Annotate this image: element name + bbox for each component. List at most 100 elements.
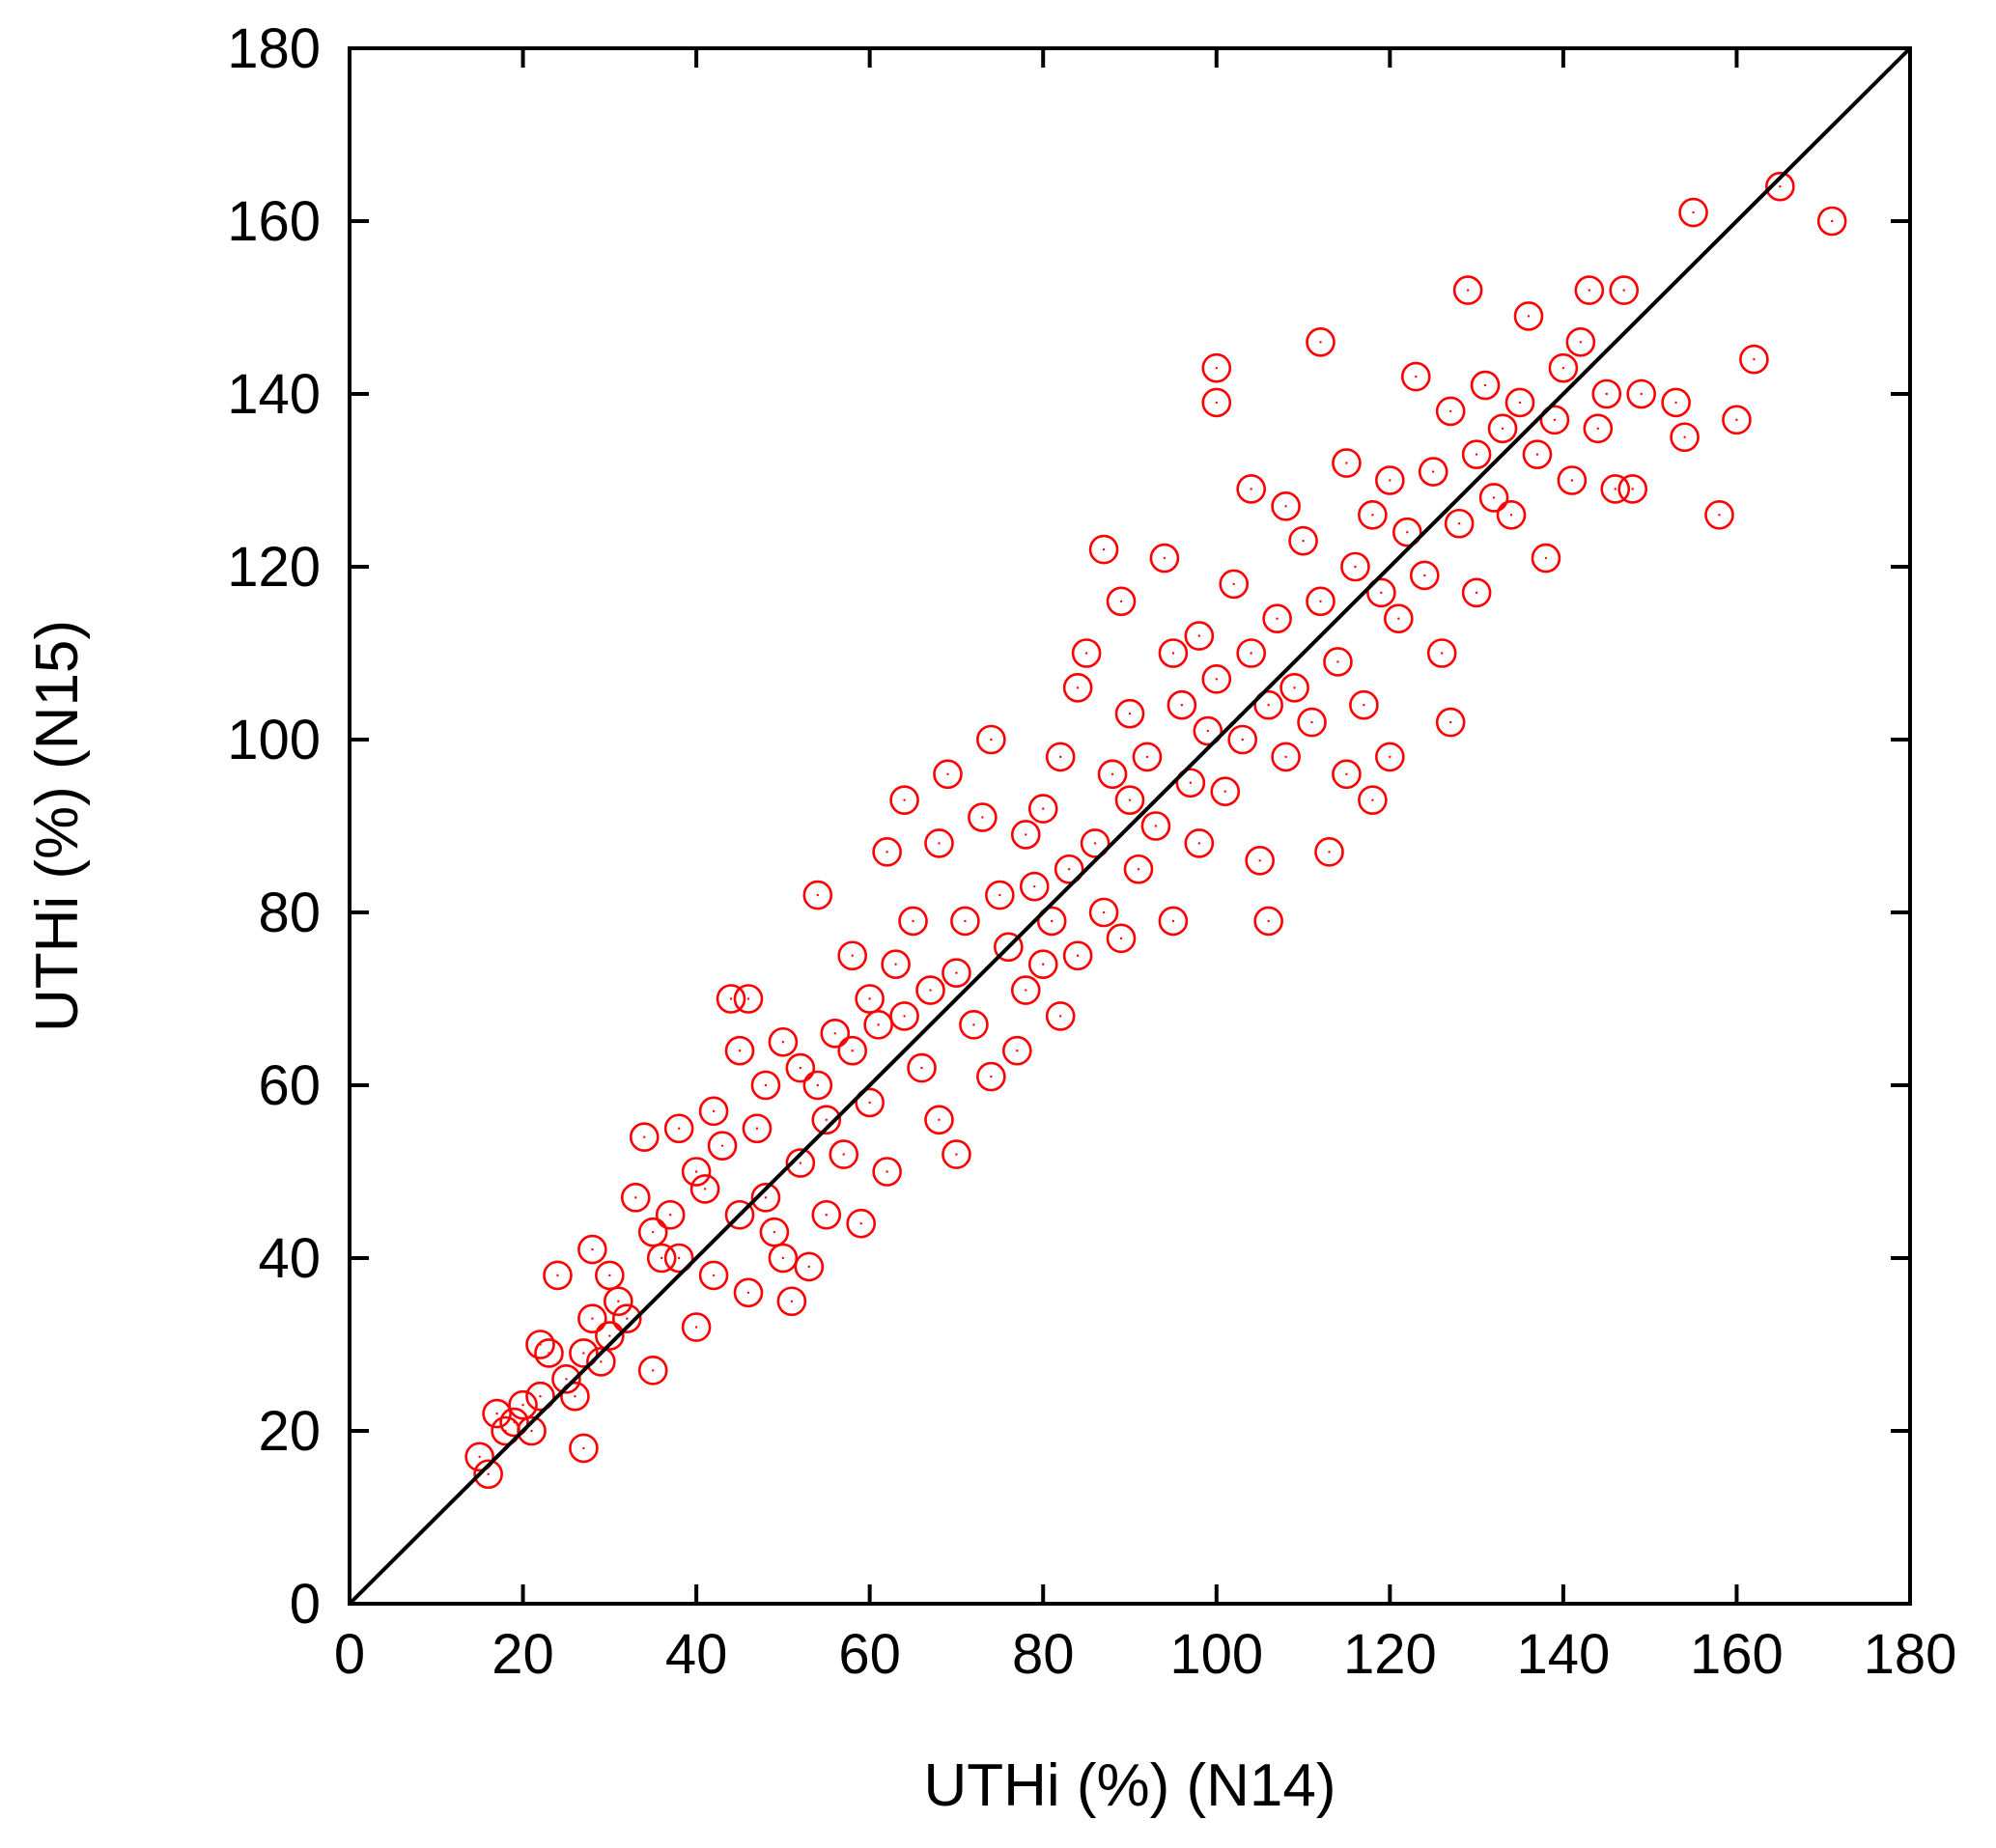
data-point <box>1167 689 1197 720</box>
data-point <box>1409 560 1440 591</box>
data-point-center <box>799 1066 802 1070</box>
data-point <box>1253 689 1283 720</box>
plot-frame <box>348 46 1912 1606</box>
data-point-center <box>1423 574 1426 577</box>
data-point <box>1201 664 1232 694</box>
data-point <box>785 1148 816 1178</box>
data-point-center <box>1692 210 1695 214</box>
data-point <box>551 1364 581 1394</box>
data-point-center <box>1025 833 1027 836</box>
data-point <box>802 880 833 910</box>
data-point-center <box>548 1352 550 1355</box>
data-point-center <box>478 1455 481 1459</box>
data-point-center <box>1171 919 1175 923</box>
data-point <box>1574 275 1605 305</box>
data-point <box>508 1389 538 1420</box>
x-tick-label: 60 <box>838 1623 901 1686</box>
data-point-center <box>816 1083 819 1087</box>
x-axis-ticks: 0 20 40 60 80 100 120 140 160 180 <box>334 48 1956 1686</box>
data-point-center <box>712 1109 716 1113</box>
data-point-center <box>556 1274 559 1277</box>
data-point <box>1314 837 1344 867</box>
data-point-center <box>1267 919 1270 923</box>
data-point-center <box>495 1412 498 1415</box>
data-point <box>464 1442 494 1472</box>
data-point-center <box>1102 547 1106 551</box>
data-point-center <box>859 1222 862 1225</box>
data-point-center <box>720 1144 724 1147</box>
data-point <box>1184 828 1215 858</box>
data-point-center <box>842 1153 845 1156</box>
data-point <box>525 1330 555 1359</box>
y-tick-label: 40 <box>258 1227 321 1290</box>
data-point-center <box>1319 341 1322 344</box>
data-point <box>1262 603 1292 634</box>
data-point <box>924 828 954 858</box>
data-point <box>1461 577 1492 608</box>
y-tick-label: 180 <box>227 17 321 80</box>
data-point <box>1400 361 1431 392</box>
data-point <box>1045 742 1076 772</box>
data-point <box>1739 344 1769 375</box>
data-point-center <box>1076 686 1080 689</box>
y-tick-label: 60 <box>258 1054 321 1117</box>
data-point-center <box>661 1256 663 1260</box>
data-point-center <box>938 1118 941 1122</box>
data-point-center <box>1102 910 1106 914</box>
data-point-center <box>626 1317 629 1320</box>
data-point-center <box>781 1041 785 1044</box>
data-point-center <box>738 1050 742 1052</box>
data-point-center <box>582 1446 585 1450</box>
data-point-center <box>1535 453 1539 456</box>
data-point-center <box>1119 937 1123 940</box>
data-point <box>1583 413 1614 444</box>
data-point-center <box>1076 954 1080 957</box>
data-point <box>1201 352 1232 383</box>
data-point <box>1132 742 1163 772</box>
data-point-center <box>1058 1015 1062 1018</box>
data-point-center <box>1137 868 1140 871</box>
data-point <box>1548 352 1579 383</box>
data-point-center <box>1310 720 1313 724</box>
data-point-center <box>574 1395 576 1398</box>
data-point-center <box>1051 919 1054 923</box>
data-point <box>1332 448 1362 478</box>
data-point <box>611 1303 642 1333</box>
data-point <box>637 1217 668 1247</box>
data-point-center <box>1674 401 1677 405</box>
data-point-center <box>668 1214 672 1217</box>
data-point <box>1522 439 1553 469</box>
data-point <box>1306 586 1335 617</box>
data-point-center <box>1718 514 1721 517</box>
data-point <box>1114 785 1145 815</box>
data-point-center <box>600 1360 603 1363</box>
data-point <box>837 940 868 971</box>
data-point-center <box>1276 617 1279 620</box>
data-point-center <box>972 1023 975 1026</box>
data-point-center <box>1831 219 1834 223</box>
data-point-center <box>886 851 888 854</box>
data-point-center <box>1631 488 1634 490</box>
data-point-center <box>1284 505 1287 508</box>
x-tick-label: 140 <box>1516 1623 1610 1686</box>
data-point <box>889 785 919 815</box>
data-point <box>716 984 746 1014</box>
data-point-center <box>1441 652 1444 655</box>
data-point-center <box>825 1214 828 1217</box>
data-point <box>681 1157 712 1187</box>
data-point <box>1678 197 1708 228</box>
x-tick-label: 20 <box>492 1623 554 1686</box>
data-point-center <box>487 1472 490 1475</box>
data-point-center <box>1509 514 1513 517</box>
y-tick-label: 160 <box>227 190 321 253</box>
data-point-center <box>617 1300 620 1302</box>
data-point-center <box>591 1247 594 1251</box>
y-axis-ticks: 0 20 40 60 80 100 120 140 160 180 <box>227 17 1910 1636</box>
data-point-center <box>912 919 914 923</box>
data-point <box>595 1260 625 1291</box>
data-point <box>1001 1035 1032 1066</box>
data-point <box>569 1338 599 1368</box>
data-point <box>1332 759 1362 790</box>
data-point <box>560 1381 590 1412</box>
data-point <box>942 958 971 988</box>
